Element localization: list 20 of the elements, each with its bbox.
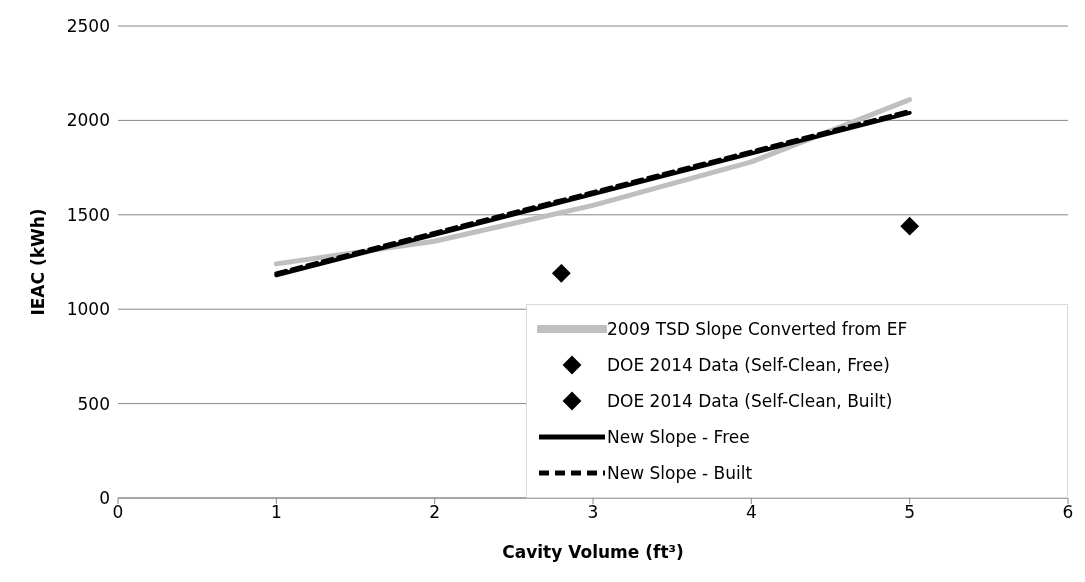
y-tick-label: 1000 (66, 299, 110, 320)
x-tick-label: 2 (429, 502, 441, 523)
y-tick-label: 2000 (66, 110, 110, 131)
legend-label: 2009 TSD Slope Converted from EF (607, 319, 908, 339)
x-tick-label: 1 (270, 502, 282, 523)
x-tick-label: 6 (1062, 502, 1074, 523)
x-tick-label: 0 (112, 502, 124, 523)
y-tick-label: 0 (99, 488, 110, 509)
legend-label: DOE 2014 Data (Self-Clean, Free) (607, 355, 890, 375)
legend-label: New Slope - Free (607, 427, 750, 447)
x-tick-label: 4 (745, 502, 757, 523)
x-tick-label: 3 (587, 502, 599, 523)
legend-label: DOE 2014 Data (Self-Clean, Built) (607, 391, 893, 411)
y-axis-title: IEAC (kWh) (28, 208, 49, 316)
legend-label: New Slope - Built (607, 463, 753, 483)
x-tick-label: 5 (904, 502, 916, 523)
y-tick-label: 1500 (66, 204, 110, 225)
x-axis-title: Cavity Volume (ft³) (502, 542, 684, 562)
y-tick-label: 500 (77, 393, 110, 414)
y-tick-label: 2500 (66, 16, 110, 37)
